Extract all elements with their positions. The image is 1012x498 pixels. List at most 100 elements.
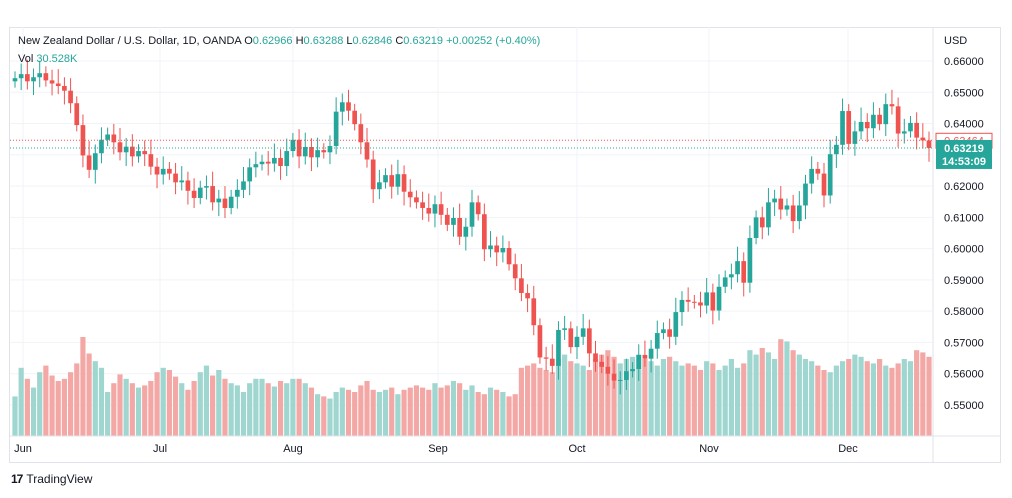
candle-body xyxy=(339,102,345,112)
candle xyxy=(426,193,432,222)
candle xyxy=(685,287,691,312)
candle xyxy=(519,263,524,302)
footer-brand[interactable]: 17 TradingView xyxy=(11,472,92,486)
candle xyxy=(889,89,895,115)
volume-bar xyxy=(555,359,562,436)
candle-body xyxy=(18,74,24,79)
candle-body xyxy=(136,151,141,157)
candle-body xyxy=(735,261,740,275)
volume-bar xyxy=(679,365,685,436)
candle-body xyxy=(722,277,728,287)
candle-body xyxy=(685,299,691,302)
candle-body xyxy=(815,168,821,174)
volume-bar xyxy=(413,385,420,436)
volume-bar xyxy=(271,386,277,436)
candle-body xyxy=(482,214,487,250)
brand-label: TradingView xyxy=(26,472,93,486)
volume-bar xyxy=(524,365,531,436)
candle-body xyxy=(284,151,290,167)
candle-body xyxy=(506,247,512,265)
candle xyxy=(617,371,623,395)
volume-bar xyxy=(166,370,172,436)
candle xyxy=(537,318,543,364)
candle xyxy=(123,137,129,167)
last-price-badge: 0.63219 14:53:09 xyxy=(936,139,992,169)
volume-bar xyxy=(345,389,352,436)
candle-body xyxy=(31,77,36,82)
candle xyxy=(574,326,580,360)
candle-body xyxy=(395,174,401,187)
candle xyxy=(710,283,716,325)
candle-body xyxy=(438,204,444,215)
volume-bar xyxy=(673,361,679,436)
volume-bar xyxy=(549,372,555,436)
candle-body xyxy=(525,293,530,299)
volume-bar xyxy=(907,361,914,436)
volume-bar xyxy=(432,383,438,436)
candle-body xyxy=(605,366,611,374)
candle xyxy=(333,97,339,155)
candle xyxy=(339,93,345,126)
candle-body xyxy=(648,348,654,359)
candle xyxy=(117,127,123,161)
candle-body xyxy=(753,217,759,238)
candle-body xyxy=(636,354,642,370)
candle xyxy=(302,132,308,165)
volume-bar xyxy=(92,361,98,436)
candle xyxy=(580,313,586,345)
candle xyxy=(871,102,876,139)
candle-body xyxy=(895,106,901,134)
candle-body xyxy=(247,167,253,182)
candle-body xyxy=(451,217,456,225)
candle-body xyxy=(204,186,209,188)
volume-bar xyxy=(599,354,605,436)
candle-body xyxy=(179,180,185,183)
low-label: L xyxy=(346,35,353,47)
candle xyxy=(636,344,642,381)
candle-body xyxy=(494,245,500,253)
candle-body xyxy=(710,292,716,311)
volume-bar xyxy=(623,359,629,436)
volume-bar xyxy=(778,339,784,436)
candle-body xyxy=(809,168,815,184)
volume-bar xyxy=(531,363,537,436)
volume-bar xyxy=(574,363,580,436)
volume-bar xyxy=(49,375,55,436)
symbol-title[interactable]: New Zealand Dollar / U.S. Dollar, 1D, OA… xyxy=(18,35,242,47)
candle-body xyxy=(926,140,932,148)
candle-body xyxy=(679,299,685,313)
candle xyxy=(68,78,73,114)
candle-body xyxy=(784,205,790,210)
volume-bar xyxy=(518,367,524,436)
volume-bar xyxy=(172,376,179,436)
candle xyxy=(852,120,858,156)
volume-bar xyxy=(321,396,327,436)
volume-bar xyxy=(259,378,265,436)
candles xyxy=(12,59,932,395)
candle xyxy=(716,274,722,321)
candle-body xyxy=(821,173,827,196)
candle xyxy=(74,96,80,132)
candle xyxy=(80,114,86,168)
candle xyxy=(395,159,401,195)
volume-bar xyxy=(920,352,926,436)
candle-body xyxy=(914,122,919,138)
candle xyxy=(630,362,635,378)
volume-bar xyxy=(333,392,339,436)
volume-bars xyxy=(12,337,932,436)
candle xyxy=(18,63,24,91)
candle xyxy=(543,346,549,371)
candle xyxy=(222,186,228,218)
volume-bar xyxy=(105,392,111,436)
candle-body xyxy=(593,353,598,362)
volume-bar xyxy=(123,378,129,436)
candle-body xyxy=(611,373,617,381)
candle-body xyxy=(519,278,524,294)
volume-bar xyxy=(210,375,216,436)
volume-bar xyxy=(438,387,444,436)
volume-bar xyxy=(154,372,160,436)
candle xyxy=(321,143,327,159)
volume-bar xyxy=(543,370,549,436)
x-tick-label: Nov xyxy=(699,443,719,455)
